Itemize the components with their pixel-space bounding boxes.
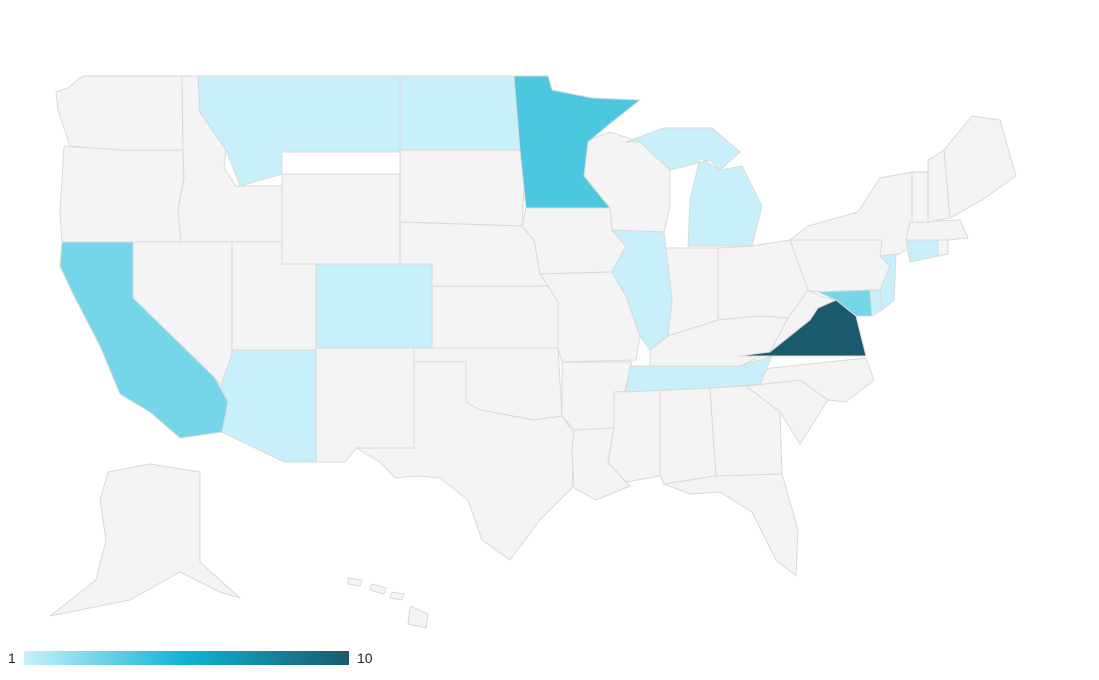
- state-il[interactable]: [611, 229, 673, 351]
- state-nd[interactable]: [399, 75, 521, 151]
- state-sd[interactable]: [399, 149, 525, 227]
- us-map-svg: [49, 75, 1017, 629]
- state-tn[interactable]: [625, 355, 773, 393]
- state-ny[interactable]: [789, 171, 915, 257]
- legend-gradient-high: [187, 651, 349, 665]
- state-me[interactable]: [943, 115, 1017, 219]
- state-ri[interactable]: [937, 239, 949, 257]
- state-vt[interactable]: [911, 171, 929, 223]
- state-mt[interactable]: [197, 75, 401, 187]
- legend-gradient-low: [24, 651, 187, 665]
- state-az[interactable]: [220, 349, 317, 463]
- state-ma[interactable]: [905, 219, 969, 241]
- state-co[interactable]: [315, 263, 433, 349]
- state-va[interactable]: [737, 299, 867, 357]
- state-ks[interactable]: [431, 285, 559, 349]
- state-al[interactable]: [659, 387, 717, 485]
- state-nm[interactable]: [315, 347, 415, 463]
- state-wy[interactable]: [281, 173, 401, 265]
- legend-gradient-bar: [24, 651, 349, 665]
- state-nc[interactable]: [745, 357, 875, 403]
- color-legend: 1 10: [6, 649, 386, 667]
- state-wa[interactable]: [55, 75, 184, 151]
- state-tx[interactable]: [355, 361, 575, 561]
- state-md[interactable]: [817, 289, 873, 317]
- state-ga[interactable]: [709, 385, 783, 477]
- state-ct[interactable]: [905, 239, 939, 263]
- state-or[interactable]: [59, 145, 185, 243]
- state-nj[interactable]: [879, 253, 897, 311]
- state-mi[interactable]: [625, 127, 763, 247]
- state-mn[interactable]: [513, 75, 641, 209]
- legend-max-label: 10: [357, 650, 373, 666]
- state-ak[interactable]: [49, 463, 241, 617]
- state-hi[interactable]: [347, 577, 429, 629]
- state-ca[interactable]: [59, 241, 229, 439]
- state-fl[interactable]: [663, 473, 799, 577]
- state-ms[interactable]: [607, 389, 661, 483]
- legend-min-label: 1: [8, 650, 16, 666]
